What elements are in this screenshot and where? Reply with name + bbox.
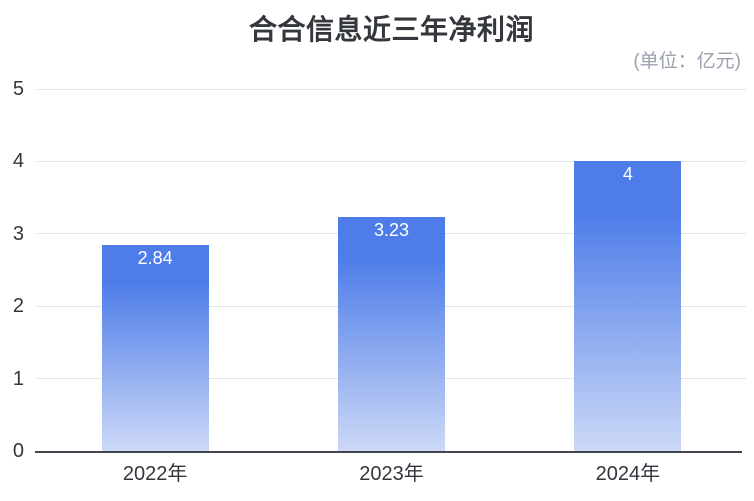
bar-value-label: 3.23 (373, 220, 410, 241)
y-axis-tick-label: 5 (12, 78, 24, 100)
gridline (37, 160, 746, 162)
bar: 4 (574, 161, 682, 451)
x-axis-line (35, 451, 742, 453)
y-axis-tick-label: 1 (12, 367, 24, 390)
bar: 2.84 (101, 245, 209, 451)
unit-label: (单位：亿元) (633, 51, 741, 72)
y-axis-tick-label: 2 (12, 295, 24, 318)
x-axis-tick-label: 2024年 (595, 463, 661, 485)
gridline (37, 88, 746, 90)
y-axis-tick-label: 0 (12, 440, 24, 462)
bar-value-label: 2.84 (137, 248, 173, 269)
y-axis-tick-label: 3 (12, 222, 24, 245)
y-axis: 0 1 2 3 4 5 (0, 79, 26, 461)
plot-area: 2022年 2023年 2024年 2.84 3.23 4 (35, 88, 746, 485)
y-axis-tick-label: 4 (12, 150, 24, 173)
x-axis: 2022年 2023年 2024年 (37, 463, 746, 487)
bar: 3.23 (338, 217, 445, 451)
x-axis-tick-label: 2023年 (359, 463, 424, 485)
chart-title: 合合信息近三年净利润 (248, 14, 534, 45)
bar-value-label: 4 (622, 164, 633, 185)
x-axis-tick-label: 2022年 (122, 463, 188, 485)
